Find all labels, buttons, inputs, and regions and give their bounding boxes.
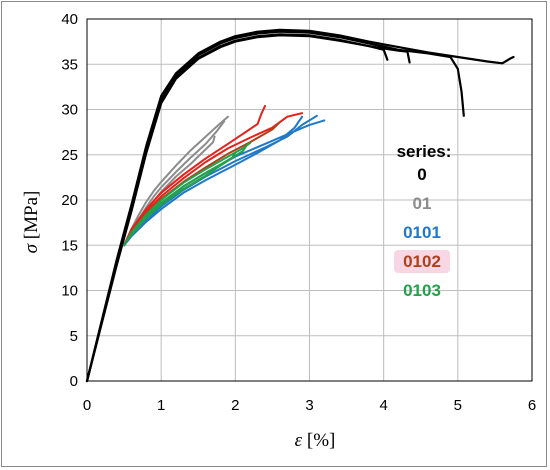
- y-tick-label: 20: [61, 192, 78, 209]
- x-axis-title: ε [%]: [295, 430, 336, 451]
- x-tick-label: 1: [157, 397, 165, 414]
- legend-title: series:: [397, 142, 452, 161]
- x-tick-labels: 0 1 2 3 4 5 6: [83, 397, 536, 414]
- y-tick-label: 40: [61, 11, 78, 28]
- y-tick-label: 35: [61, 56, 78, 73]
- y-tick-label: 10: [61, 283, 78, 300]
- y-axis-unit: [MPa]: [21, 191, 42, 240]
- x-tick-label: 0: [83, 397, 91, 414]
- y-tick-label: 25: [61, 147, 78, 164]
- x-tick-label: 5: [454, 397, 462, 414]
- y-tick-label: 30: [61, 102, 78, 119]
- series-line-0103: [123, 151, 237, 247]
- x-axis-symbol: ε: [295, 430, 303, 451]
- legend-entry-0102: 0102: [403, 252, 441, 271]
- y-tick-label: 15: [61, 237, 78, 254]
- y-axis-title: σ [MPa]: [21, 191, 42, 254]
- series-line-0: [85, 34, 411, 383]
- x-axis-unit: [%]: [307, 430, 335, 451]
- legend-entry-0: 0: [417, 165, 426, 184]
- y-tick-label: 0: [70, 373, 78, 390]
- x-tick-label: 2: [231, 397, 239, 414]
- series-line-0: [85, 28, 515, 383]
- y-tick-labels: 0 5 10 15 20 25 30 35 40: [61, 11, 78, 390]
- series-line-0102: [123, 104, 266, 247]
- x-tick-label: 3: [305, 397, 313, 414]
- plot-border: [86, 18, 533, 382]
- x-tick-label: 4: [379, 397, 387, 414]
- legend-highlight: [394, 250, 450, 273]
- series-line-01: [123, 115, 229, 247]
- data-series: [85, 28, 515, 383]
- legend-entry-01: 01: [413, 194, 432, 213]
- y-tick-label: 5: [70, 328, 78, 345]
- y-axis-symbol: σ: [21, 243, 42, 253]
- plot-area: [86, 18, 533, 382]
- series-line-0101: [123, 114, 318, 247]
- series-line-0101: [123, 119, 326, 247]
- legend-entry-0103: 0103: [403, 281, 441, 300]
- series-line-0101: [123, 115, 304, 247]
- x-tick-label: 6: [528, 397, 536, 414]
- legend-entry-0101: 0101: [403, 223, 441, 242]
